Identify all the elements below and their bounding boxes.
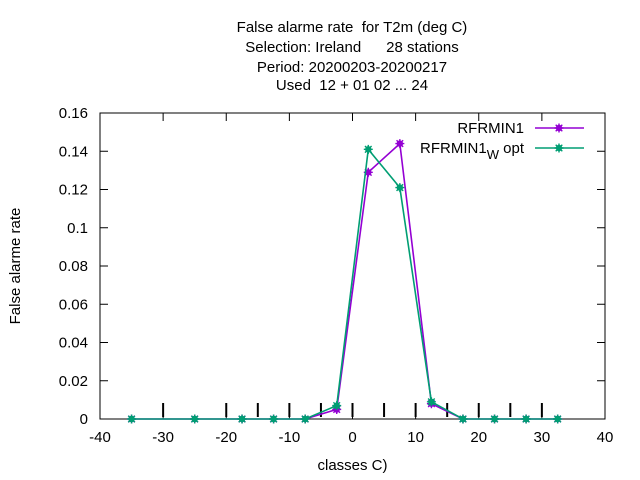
legend-item: RFRMIN1	[457, 120, 584, 137]
x-axis-label: classes C)	[317, 457, 387, 474]
data-point-star	[363, 144, 373, 154]
y-axis-label: False alarme rate	[7, 208, 24, 325]
data-point	[395, 183, 405, 193]
data-point-star	[426, 397, 436, 407]
data-point-star	[363, 167, 373, 177]
y-tick-label: 0.16	[59, 105, 88, 122]
y-tick-label: 0.1	[67, 220, 88, 237]
y-tick-label: 0.12	[59, 182, 88, 199]
data-point	[554, 123, 564, 133]
x-tick-label: -10	[279, 429, 301, 446]
data-point	[269, 414, 279, 424]
x-tick-label: -40	[89, 429, 111, 446]
data-point	[190, 414, 200, 424]
legend-item: RFRMIN1W opt	[420, 140, 584, 162]
data-point	[363, 144, 373, 154]
data-point	[458, 414, 468, 424]
series-line	[131, 141, 558, 420]
data-point	[554, 143, 564, 153]
data-point-star	[553, 414, 563, 424]
chart-title: False alarme rate for T2m (deg C) Selecti…	[237, 19, 468, 94]
y-tick-label: 0.14	[59, 143, 88, 160]
data-point-star	[395, 139, 405, 149]
y-tick-label: 0.06	[59, 296, 88, 313]
y-axis: 0 0.02 0.04 0.06 0.08 0.1 0.12 0.14 0.16	[59, 105, 605, 428]
chart-title-line: False alarme rate for T2m (deg C)	[237, 19, 468, 36]
x-axis: -40 -30 -20 -10 0 10 20 30 40	[89, 113, 613, 446]
data-point	[395, 139, 405, 149]
x-tick-label: 10	[407, 429, 424, 446]
data-point	[363, 167, 373, 177]
series-line	[131, 147, 558, 420]
data-point-star	[300, 414, 310, 424]
x-tick-label: -20	[215, 429, 237, 446]
chart-title-line: Used 12 + 01 02 ... 24	[276, 77, 428, 94]
x-tick-label: 40	[597, 429, 614, 446]
data-point-star	[190, 414, 200, 424]
series-2	[127, 144, 563, 424]
legend: RFRMIN1 RFRMIN1W opt	[420, 120, 584, 162]
legend-label-subscript: W	[487, 147, 500, 162]
data-point	[553, 414, 563, 424]
data-point-star	[458, 414, 468, 424]
x-tick-label: 30	[534, 429, 551, 446]
data-point	[426, 397, 436, 407]
data-point-star	[395, 183, 405, 193]
data-point	[300, 414, 310, 424]
data-point	[127, 414, 137, 424]
x-tick-label: -30	[152, 429, 174, 446]
series-group	[127, 139, 563, 424]
data-point	[332, 401, 342, 411]
legend-label: RFRMIN1W opt	[420, 140, 525, 162]
legend-label-suffix: opt	[499, 140, 525, 157]
plot-frame	[99, 112, 606, 420]
data-point-star	[554, 143, 564, 153]
class-markers	[162, 403, 543, 417]
x-tick-label: 20	[470, 429, 487, 446]
data-point-star	[490, 414, 500, 424]
data-point	[521, 414, 531, 424]
y-tick-label: 0.04	[59, 335, 88, 352]
data-point-star	[237, 414, 247, 424]
chart-title-line: Period: 20200203-20200217	[257, 59, 447, 76]
y-tick-label: 0	[80, 411, 88, 428]
y-tick-label: 0.02	[59, 373, 88, 390]
series-1	[127, 139, 563, 424]
y-tick-label: 0.08	[59, 258, 88, 275]
data-point-star	[332, 401, 342, 411]
data-point-star	[521, 414, 531, 424]
data-point-star	[127, 414, 137, 424]
chart-title-line: Selection: Ireland 28 stations	[245, 39, 458, 56]
data-point-star	[269, 414, 279, 424]
data-point-star	[554, 123, 564, 133]
legend-label: RFRMIN1	[457, 120, 524, 137]
x-tick-label: 0	[348, 429, 356, 446]
data-point	[490, 414, 500, 424]
data-point	[237, 414, 247, 424]
